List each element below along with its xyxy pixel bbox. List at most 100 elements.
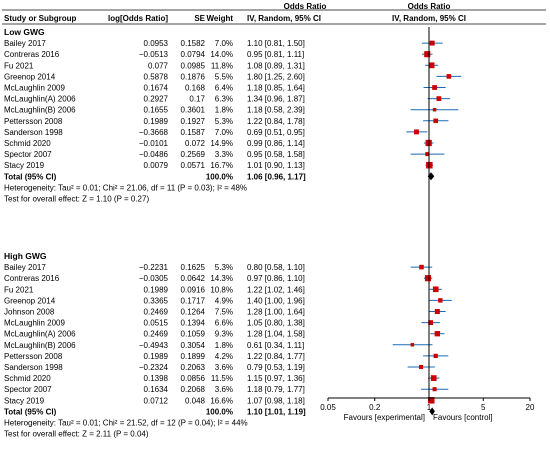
odds-ratio-ci-value: 0.61 [0.34, 1.11] <box>247 341 304 350</box>
study-name: McLaughlin(A) 2006 <box>4 330 76 339</box>
log-odds-value: −0.3668 <box>139 128 169 137</box>
study-name: Johnson 2008 <box>4 308 55 317</box>
se-value: 0.1717 <box>181 296 206 305</box>
x-axis-tick-label: 20 <box>526 403 535 412</box>
study-name: Contreras 2016 <box>4 274 60 283</box>
se-value: 0.0856 <box>181 374 206 383</box>
study-effect-square <box>419 364 424 370</box>
odds-ratio-ci-value: 1.18 [0.85, 1.64] <box>247 84 305 93</box>
study-effect-square <box>434 308 440 315</box>
se-value: 0.1394 <box>181 319 206 328</box>
study-effect-square <box>430 375 437 381</box>
weight-value: 4.2% <box>215 352 233 361</box>
weight-value: 14.3% <box>210 274 233 283</box>
se-value: 0.0642 <box>181 274 206 283</box>
study-name: Spector 2007 <box>4 385 52 394</box>
se-value: 0.2063 <box>181 363 206 372</box>
total-weight: 100.0% <box>206 172 233 181</box>
log-odds-value: 0.1989 <box>144 117 169 126</box>
weight-value: 3.6% <box>215 363 233 372</box>
study-effect-square <box>432 387 437 392</box>
favours-right-label: Favours [control] <box>433 413 493 422</box>
weight-value: 3.6% <box>215 385 233 394</box>
weight-value: 1.8% <box>215 106 233 115</box>
or-column-title: Odds Ratio <box>284 2 327 11</box>
se-value: 0.168 <box>185 84 206 93</box>
weight-value: 5.3% <box>215 263 233 272</box>
weight-value: 9.3% <box>215 330 233 339</box>
weight-value: 5.3% <box>215 117 233 126</box>
odds-ratio-ci-value: 1.28 [1.04, 1.58] <box>247 330 305 339</box>
study-name: Stacy 2019 <box>4 396 45 405</box>
log-odds-value: −0.0486 <box>139 150 169 159</box>
se-value: 0.3601 <box>181 106 206 115</box>
study-effect-square <box>434 331 441 337</box>
study-name: Sanderson 1998 <box>4 128 63 137</box>
or-column-subheader: IV, Random, 95% CI <box>247 14 321 23</box>
study-name: Stacy 2019 <box>4 161 45 170</box>
study-name: McLaughlin 2009 <box>4 319 65 328</box>
heterogeneity-text: Heterogeneity: Tau² = 0.01; Chi² = 21.52… <box>4 419 248 428</box>
total-label: Total (95% CI) <box>4 172 57 181</box>
log-odds-value: 0.1398 <box>144 374 169 383</box>
weight-value: 10.8% <box>210 285 233 294</box>
se-value: 0.3054 <box>181 341 206 350</box>
weight-value: 5.5% <box>215 72 233 81</box>
odds-ratio-ci-value: 1.22 [0.84, 1.77] <box>247 352 305 361</box>
se-value: 0.2569 <box>181 150 206 159</box>
weight-value: 7.0% <box>215 128 233 137</box>
weight-value: 16.6% <box>210 396 233 405</box>
odds-ratio-ci-value: 1.18 [0.58, 2.39] <box>247 106 305 115</box>
odds-ratio-ci-value: 1.80 [1.25, 2.60] <box>247 72 305 81</box>
x-axis-tick-label: 1 <box>427 403 432 412</box>
study-effect-square <box>410 343 415 347</box>
plot-subheader: IV, Random, 95% CI <box>392 14 466 23</box>
study-effect-square <box>424 51 431 58</box>
study-name: Fu 2021 <box>4 61 34 70</box>
se-value: 0.048 <box>185 396 206 405</box>
se-value: 0.1059 <box>181 330 206 339</box>
study-effect-square <box>432 107 437 112</box>
log-odds-value: −0.4943 <box>139 341 169 350</box>
study-name: McLaughlin(B) 2006 <box>4 106 76 115</box>
study-effect-square <box>429 40 435 46</box>
odds-ratio-ci-value: 0.80 [0.58, 1.10] <box>247 263 305 272</box>
log-odds-value: 0.1655 <box>144 106 169 115</box>
study-name: Bailey 2017 <box>4 39 46 48</box>
log-odds-value: 0.1989 <box>144 285 169 294</box>
weight-value: 3.3% <box>215 150 233 159</box>
x-axis-tick-label: 0.2 <box>369 403 381 412</box>
study-name: Pettersson 2008 <box>4 117 63 126</box>
log-odds-value: 0.3365 <box>144 296 169 305</box>
log-odds-value: −0.2231 <box>139 263 169 272</box>
se-value: 0.1625 <box>181 263 206 272</box>
study-name: Schmid 2020 <box>4 139 51 148</box>
study-effect-square <box>419 264 424 270</box>
weight-value: 6.4% <box>215 84 233 93</box>
log-odds-value: 0.1634 <box>144 385 169 394</box>
weight-value: 7.0% <box>215 39 233 48</box>
se-value: 0.0571 <box>181 161 206 170</box>
log-odds-value: −0.0101 <box>139 139 169 148</box>
odds-ratio-ci-value: 0.69 [0.51, 0.95] <box>247 128 305 137</box>
pooled-effect-diamond <box>427 172 435 181</box>
study-effect-square <box>425 152 430 157</box>
weight-value: 14.9% <box>210 139 233 148</box>
total-label: Total (95% CI) <box>4 407 57 416</box>
study-name: Fu 2021 <box>4 285 34 294</box>
log-odds-value: 0.0953 <box>144 39 169 48</box>
log-odds-value: 0.2469 <box>144 308 169 317</box>
study-name: Greenop 2014 <box>4 72 56 81</box>
odds-ratio-ci-value: 0.79 [0.53, 1.19] <box>247 363 305 372</box>
se-value: 0.1582 <box>181 39 206 48</box>
study-name: McLaughlin(A) 2006 <box>4 95 76 104</box>
weight-value: 16.7% <box>210 161 233 170</box>
weight-value: 11.5% <box>211 374 233 383</box>
overall-effect-text: Test for overall effect: Z = 1.10 (P = 0… <box>4 195 149 204</box>
study-name: Bailey 2017 <box>4 263 46 272</box>
odds-ratio-ci-value: 1.28 [1.00, 1.64] <box>247 308 305 317</box>
odds-ratio-ci-value: 1.22 [1.02, 1.46] <box>247 285 305 294</box>
log-odds-value: 0.2469 <box>144 330 169 339</box>
log-odds-value: 0.5878 <box>144 72 169 81</box>
